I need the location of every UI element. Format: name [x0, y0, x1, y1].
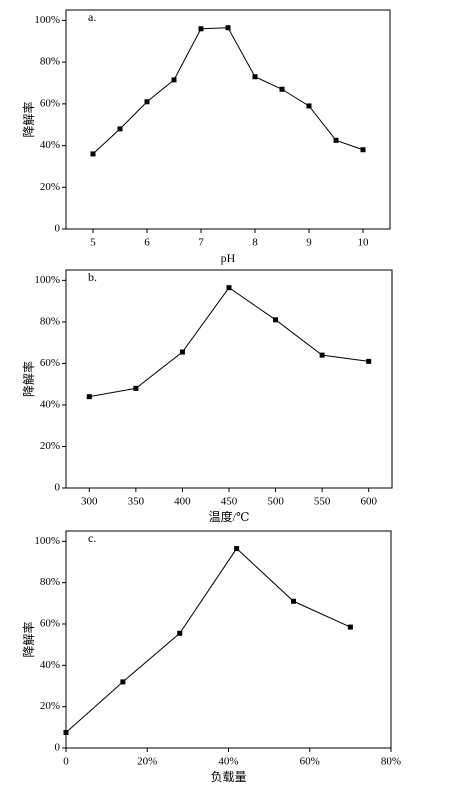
- y-tick-label: 100%: [34, 14, 60, 26]
- data-marker: [171, 77, 177, 83]
- data-marker: [234, 546, 240, 552]
- x-tick-label: 600: [360, 496, 377, 508]
- x-tick-label: 300: [81, 496, 98, 508]
- x-tick-label: 9: [306, 237, 312, 249]
- y-tick-label: 100%: [34, 535, 60, 547]
- y-tick-label: 0: [55, 742, 61, 754]
- data-marker: [319, 352, 325, 358]
- x-tick-label: 450: [221, 496, 238, 508]
- data-marker: [226, 285, 232, 291]
- x-tick-label: 0: [63, 756, 69, 768]
- x-tick-label: 550: [314, 496, 331, 508]
- data-marker: [333, 137, 339, 143]
- data-marker: [120, 679, 126, 685]
- data-marker: [360, 147, 366, 153]
- x-tick-label: 500: [267, 496, 284, 508]
- data-marker: [366, 358, 372, 364]
- y-tick-label: 20%: [40, 181, 60, 193]
- y-tick-label: 100%: [34, 274, 60, 286]
- data-marker: [225, 25, 231, 31]
- y-tick-label: 40%: [40, 398, 60, 410]
- data-marker: [117, 126, 123, 132]
- y-tick-label: 40%: [40, 659, 60, 671]
- panel-annotation: a.: [88, 10, 96, 24]
- plot-frame: [65, 530, 392, 749]
- x-tick-label: 400: [174, 496, 191, 508]
- y-tick-label: 80%: [40, 315, 60, 327]
- x-axis-label: 负载量: [210, 770, 246, 784]
- x-tick-label: 7: [198, 237, 204, 249]
- data-line: [92, 27, 364, 155]
- data-marker: [90, 151, 96, 157]
- data-line: [65, 547, 351, 733]
- data-marker: [179, 349, 185, 355]
- x-tick-label: 60%: [300, 756, 320, 768]
- y-tick-label: 40%: [40, 139, 60, 151]
- plot-frame: [65, 269, 393, 489]
- x-tick-label: 80%: [381, 756, 401, 768]
- y-axis-label: 降解率: [21, 361, 36, 397]
- x-tick-label: 5: [90, 237, 96, 249]
- data-marker: [198, 26, 204, 32]
- y-tick-label: 0: [55, 482, 61, 494]
- y-tick-label: 80%: [40, 576, 60, 588]
- data-marker: [279, 86, 285, 92]
- y-tick-label: 60%: [40, 618, 60, 630]
- data-marker: [63, 730, 69, 735]
- plot-frame: [65, 9, 391, 230]
- data-marker: [144, 99, 150, 105]
- data-marker: [133, 385, 139, 391]
- data-marker: [252, 74, 258, 80]
- x-tick-label: 6: [144, 237, 150, 249]
- x-tick-label: 20%: [137, 756, 157, 768]
- y-tick-label: 80%: [40, 56, 60, 68]
- data-marker: [177, 630, 183, 636]
- y-tick-label: 20%: [40, 700, 60, 712]
- y-tick-label: 20%: [40, 440, 60, 452]
- x-tick-label: 40%: [218, 756, 238, 768]
- panel-annotation: c.: [88, 531, 96, 545]
- y-tick-label: 60%: [40, 357, 60, 369]
- y-tick-label: 60%: [40, 97, 60, 109]
- x-tick-label: 350: [128, 496, 145, 508]
- y-tick-label: 0: [55, 223, 61, 235]
- x-tick-label: 10: [358, 237, 370, 249]
- data-marker: [291, 598, 296, 604]
- y-axis-label: 降解率: [21, 621, 36, 657]
- data-marker: [306, 103, 312, 109]
- y-axis-label: 降解率: [21, 101, 36, 137]
- x-axis-label: 温度/℃: [209, 509, 250, 524]
- data-line: [89, 286, 369, 398]
- x-tick-label: 8: [252, 237, 258, 249]
- x-axis-label: pH: [221, 251, 236, 265]
- data-marker: [273, 317, 279, 323]
- data-marker: [347, 624, 353, 630]
- data-marker: [86, 394, 92, 400]
- panel-annotation: b.: [88, 270, 97, 284]
